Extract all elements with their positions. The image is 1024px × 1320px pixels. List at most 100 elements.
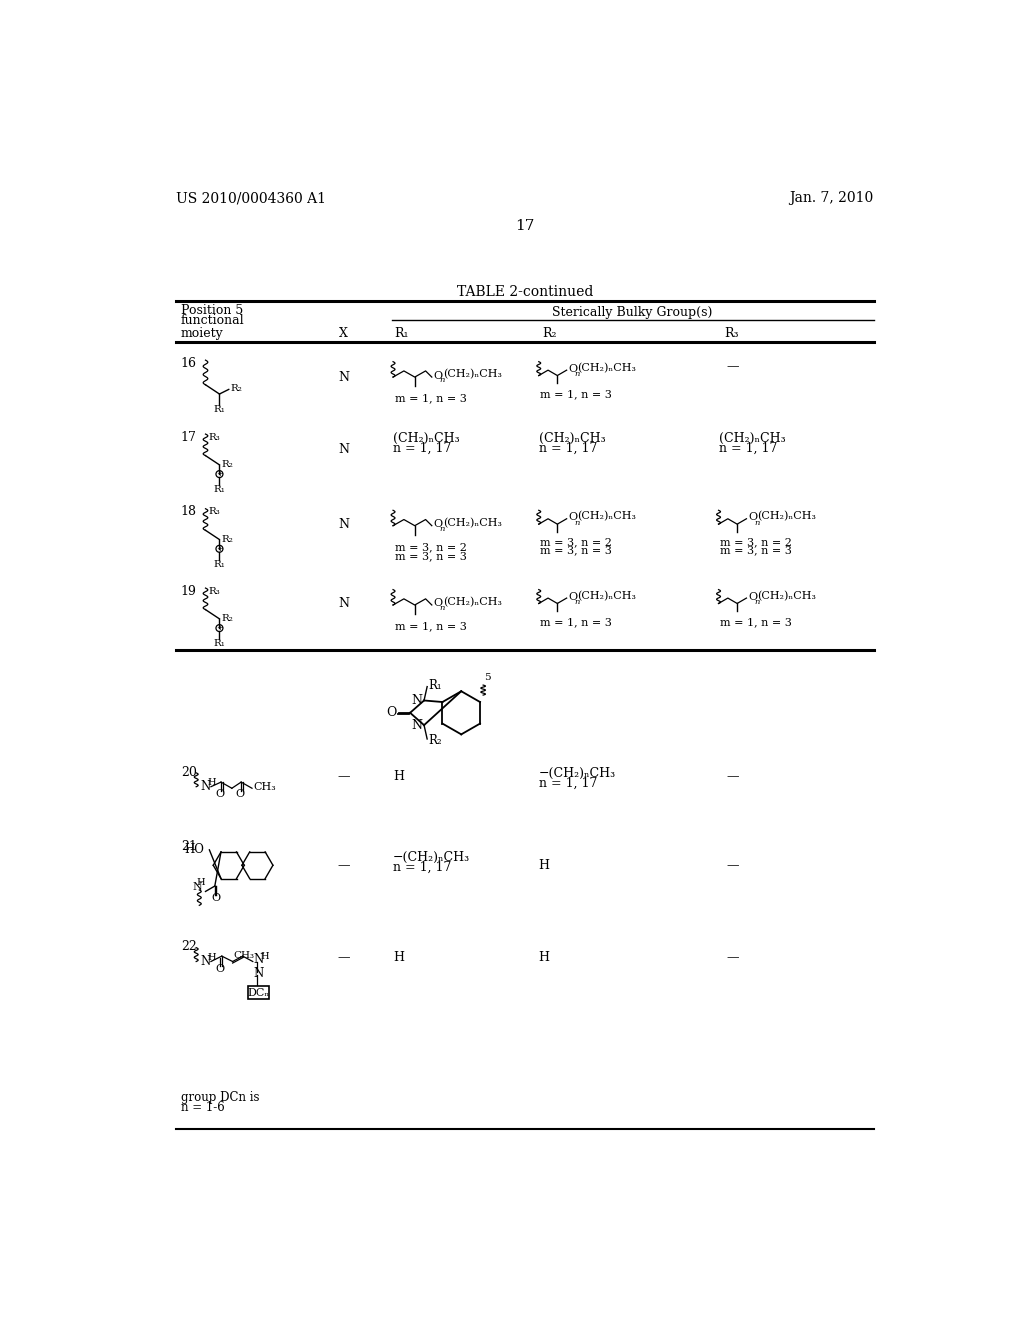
- Text: 20: 20: [180, 766, 197, 779]
- Text: N: N: [200, 954, 210, 968]
- Text: R₁: R₁: [213, 560, 225, 569]
- Text: H: H: [539, 859, 550, 871]
- Text: N: N: [200, 780, 210, 793]
- Text: m = 3, n = 2: m = 3, n = 2: [541, 537, 612, 548]
- Text: m = 3, n = 2: m = 3, n = 2: [394, 543, 467, 552]
- Text: m = 3, n = 3: m = 3, n = 3: [394, 552, 467, 561]
- Text: N: N: [339, 371, 350, 384]
- Text: +: +: [216, 470, 223, 478]
- Text: O: O: [211, 892, 220, 903]
- Text: —: —: [726, 952, 738, 964]
- Text: m = 1, n = 3: m = 1, n = 3: [541, 616, 612, 627]
- Text: O: O: [386, 706, 396, 719]
- Text: m = 3, n = 3: m = 3, n = 3: [720, 545, 792, 556]
- Text: X: X: [339, 327, 348, 341]
- Text: (CH₂)ₙCH₃: (CH₂)ₙCH₃: [442, 597, 502, 607]
- Text: 17: 17: [515, 219, 535, 234]
- Text: —: —: [726, 859, 738, 871]
- Text: n: n: [439, 376, 444, 384]
- Text: 17: 17: [180, 430, 197, 444]
- Text: 18: 18: [180, 506, 197, 519]
- Text: R₂: R₂: [221, 614, 232, 623]
- Text: —: —: [726, 770, 738, 783]
- Text: m = 3, n = 2: m = 3, n = 2: [720, 537, 792, 548]
- Text: n: n: [439, 605, 444, 612]
- Text: (CH₂)ₙCH₃: (CH₂)ₙCH₃: [539, 432, 605, 445]
- Text: 5: 5: [484, 673, 490, 682]
- Text: HO: HO: [184, 843, 204, 857]
- Text: (CH₂)ₙCH₃: (CH₂)ₙCH₃: [442, 517, 502, 528]
- Text: O: O: [216, 789, 225, 800]
- Text: −(CH₂)ₙCH₃: −(CH₂)ₙCH₃: [393, 851, 470, 865]
- Text: H: H: [393, 770, 404, 783]
- Text: H: H: [539, 952, 550, 964]
- Text: R₃: R₃: [725, 327, 739, 341]
- Text: n: n: [439, 525, 444, 533]
- Text: R₁: R₁: [213, 405, 225, 414]
- Text: O: O: [236, 789, 245, 800]
- Text: −(CH₂)ₙCH₃: −(CH₂)ₙCH₃: [539, 767, 615, 780]
- Text: US 2010/0004360 A1: US 2010/0004360 A1: [176, 191, 326, 206]
- Text: N: N: [254, 968, 264, 981]
- Text: (CH₂)ₙCH₃: (CH₂)ₙCH₃: [578, 590, 637, 601]
- Text: O: O: [568, 591, 578, 602]
- Text: m = 1, n = 3: m = 1, n = 3: [720, 616, 792, 627]
- Text: R₁: R₁: [394, 327, 409, 341]
- Text: n = 1, 17: n = 1, 17: [539, 776, 597, 789]
- Text: R₂: R₂: [429, 734, 442, 747]
- Text: functional: functional: [180, 314, 245, 326]
- Text: O: O: [748, 512, 757, 523]
- Text: O: O: [568, 363, 578, 374]
- Text: H: H: [207, 953, 216, 962]
- Text: TABLE 2-continued: TABLE 2-continued: [457, 285, 593, 298]
- Text: N: N: [339, 444, 350, 455]
- Text: Position 5: Position 5: [180, 305, 243, 317]
- Text: R₃: R₃: [209, 586, 220, 595]
- Text: O: O: [433, 598, 442, 609]
- Text: n: n: [574, 519, 580, 527]
- Text: group DCn is: group DCn is: [180, 1092, 259, 1105]
- Text: (CH₂)ₙCH₃: (CH₂)ₙCH₃: [758, 590, 816, 601]
- Text: N: N: [254, 953, 264, 966]
- Text: N: N: [193, 882, 203, 892]
- Text: O: O: [433, 371, 442, 380]
- Text: N: N: [339, 517, 350, 531]
- Text: n = 1, 17: n = 1, 17: [393, 441, 452, 454]
- Text: H: H: [393, 952, 404, 964]
- Text: (CH₂)ₙCH₃: (CH₂)ₙCH₃: [442, 368, 502, 379]
- Text: 16: 16: [180, 356, 197, 370]
- Text: O: O: [215, 964, 224, 974]
- Text: 22: 22: [180, 940, 197, 953]
- Text: R₂: R₂: [221, 535, 232, 544]
- Text: —: —: [337, 952, 350, 964]
- Text: (CH₂)ₙCH₃: (CH₂)ₙCH₃: [578, 511, 637, 521]
- Text: R₃: R₃: [209, 433, 220, 442]
- Text: m = 3, n = 3: m = 3, n = 3: [541, 545, 612, 556]
- Text: n: n: [755, 598, 760, 606]
- Text: m = 1, n = 3: m = 1, n = 3: [394, 622, 467, 631]
- Text: CH₃: CH₃: [254, 781, 276, 792]
- Text: n: n: [574, 370, 580, 378]
- Text: Jan. 7, 2010: Jan. 7, 2010: [790, 191, 873, 206]
- Text: R₂: R₂: [230, 384, 242, 393]
- Text: N: N: [412, 694, 423, 708]
- Text: n: n: [574, 598, 580, 606]
- Text: R₂: R₂: [543, 327, 557, 341]
- Text: R₃: R₃: [209, 507, 220, 516]
- Text: +: +: [216, 624, 223, 632]
- Text: n = 1-6: n = 1-6: [180, 1101, 224, 1114]
- Text: moiety: moiety: [180, 327, 223, 341]
- Text: R₁: R₁: [213, 484, 225, 494]
- Text: O: O: [748, 591, 757, 602]
- Text: —: —: [337, 859, 350, 871]
- Text: n = 1, 17: n = 1, 17: [539, 441, 597, 454]
- Text: DCₙ: DCₙ: [247, 989, 269, 998]
- Text: n: n: [755, 519, 760, 527]
- Text: N: N: [339, 597, 350, 610]
- Text: N: N: [412, 718, 423, 731]
- Text: m = 1, n = 3: m = 1, n = 3: [394, 393, 467, 404]
- Text: R₂: R₂: [221, 461, 232, 470]
- Text: (CH₂)ₙCH₃: (CH₂)ₙCH₃: [393, 432, 460, 445]
- Text: O: O: [433, 519, 442, 529]
- Text: R₁: R₁: [429, 678, 442, 692]
